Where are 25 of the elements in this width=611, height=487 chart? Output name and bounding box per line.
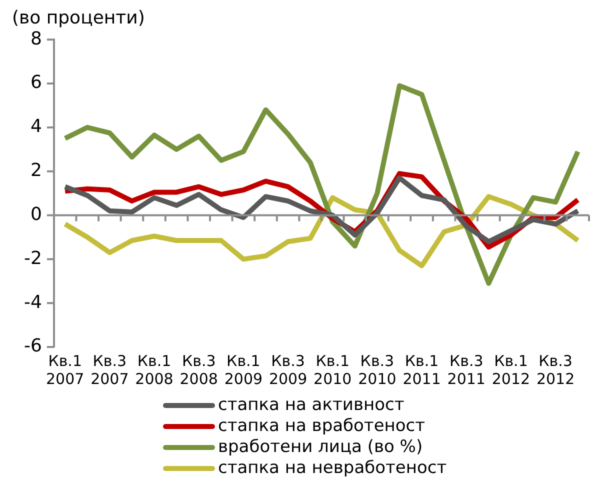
y-tick-label: -4 xyxy=(24,292,42,313)
y-tick-label: -6 xyxy=(24,336,42,357)
x-tick-label: Кв.1 2011 xyxy=(402,352,441,388)
x-tick-label: Кв.3 2008 xyxy=(180,352,218,388)
x-tick-label: Кв.3 2007 xyxy=(90,352,129,388)
x-tick-label: Кв.3 2011 xyxy=(447,352,486,388)
y-tick-label: 4 xyxy=(30,116,42,138)
y-tick-label: 8 xyxy=(30,28,42,50)
x-tick-label: Кв.3 2010 xyxy=(358,352,396,388)
y-tick-label: -2 xyxy=(24,248,42,269)
y-tick-label: 6 xyxy=(30,72,42,94)
y-tick-label: 0 xyxy=(30,204,42,225)
legend-label: стапка на активност xyxy=(218,395,404,416)
chart-title: (во проценти) xyxy=(12,7,145,28)
x-tick-label: Кв.1 2010 xyxy=(314,352,352,388)
legend-label: вработени лица (во %) xyxy=(218,437,423,458)
legend-label: стапка на невработеност xyxy=(218,458,447,479)
x-tick-label: Кв.1 2008 xyxy=(135,352,174,388)
legend-label: стапка на вработеност xyxy=(218,416,426,437)
x-tick-label: Кв.1 2007 xyxy=(46,352,84,388)
x-tick-label: Кв.1 2009 xyxy=(224,352,263,388)
x-tick-label: Кв.3 2009 xyxy=(268,352,308,388)
x-tick-label: Кв.1 2012 xyxy=(492,352,530,388)
x-tick-label: Кв.3 2012 xyxy=(536,352,575,388)
y-tick-label: 2 xyxy=(30,160,42,182)
